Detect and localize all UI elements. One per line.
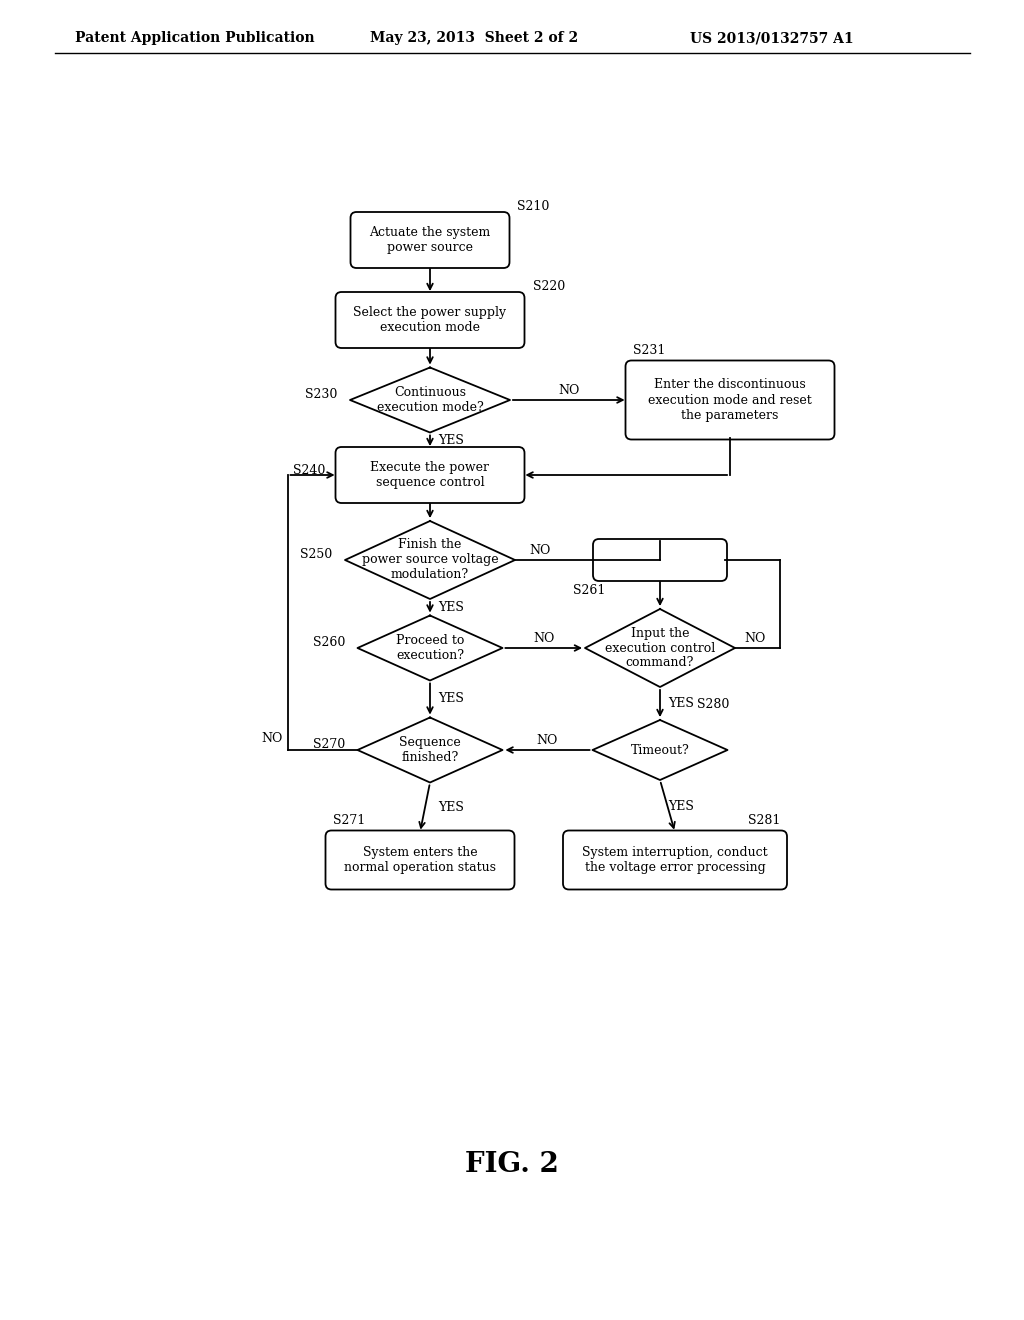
Text: NO: NO: [529, 544, 551, 557]
Text: YES: YES: [668, 800, 694, 813]
Text: YES: YES: [438, 601, 464, 614]
Polygon shape: [350, 367, 510, 433]
Text: S260: S260: [312, 636, 345, 649]
Text: Select the power supply
execution mode: Select the power supply execution mode: [353, 306, 507, 334]
Text: Execute the power
sequence control: Execute the power sequence control: [371, 461, 489, 488]
Text: FIG. 2: FIG. 2: [465, 1151, 559, 1179]
Text: S230: S230: [305, 388, 337, 401]
Text: YES: YES: [438, 693, 464, 705]
Text: S231: S231: [633, 345, 665, 356]
Text: S281: S281: [748, 814, 780, 828]
FancyBboxPatch shape: [326, 830, 514, 890]
Text: System interruption, conduct
the voltage error processing: System interruption, conduct the voltage…: [583, 846, 768, 874]
Text: May 23, 2013  Sheet 2 of 2: May 23, 2013 Sheet 2 of 2: [370, 30, 579, 45]
Text: Timeout?: Timeout?: [631, 743, 689, 756]
Text: US 2013/0132757 A1: US 2013/0132757 A1: [690, 30, 854, 45]
Text: S280: S280: [697, 698, 730, 711]
Text: YES: YES: [668, 697, 694, 710]
Polygon shape: [593, 719, 727, 780]
Polygon shape: [585, 609, 735, 686]
Text: YES: YES: [438, 801, 464, 814]
Text: Sequence
finished?: Sequence finished?: [399, 737, 461, 764]
Text: Patent Application Publication: Patent Application Publication: [75, 30, 314, 45]
Text: System enters the
normal operation status: System enters the normal operation statu…: [344, 846, 496, 874]
Text: S240: S240: [293, 463, 325, 477]
Text: S250: S250: [300, 549, 332, 561]
Polygon shape: [357, 615, 503, 681]
Text: YES: YES: [438, 434, 464, 447]
Text: Input the
execution control
command?: Input the execution control command?: [605, 627, 715, 669]
Text: NO: NO: [558, 384, 580, 396]
Text: S271: S271: [333, 814, 365, 828]
Text: S220: S220: [532, 280, 565, 293]
Text: NO: NO: [261, 731, 283, 744]
Polygon shape: [357, 718, 503, 783]
FancyBboxPatch shape: [626, 360, 835, 440]
Polygon shape: [345, 521, 515, 599]
Text: S261: S261: [573, 585, 605, 598]
FancyBboxPatch shape: [593, 539, 727, 581]
Text: NO: NO: [537, 734, 558, 747]
Text: NO: NO: [534, 631, 554, 644]
Text: Enter the discontinuous
execution mode and reset
the parameters: Enter the discontinuous execution mode a…: [648, 379, 812, 421]
Text: Finish the
power source voltage
modulation?: Finish the power source voltage modulati…: [361, 539, 499, 582]
Text: Proceed to
execution?: Proceed to execution?: [396, 634, 464, 663]
FancyBboxPatch shape: [350, 213, 510, 268]
FancyBboxPatch shape: [336, 447, 524, 503]
Text: Actuate the system
power source: Actuate the system power source: [370, 226, 490, 253]
Text: S270: S270: [312, 738, 345, 751]
Text: S210: S210: [517, 199, 550, 213]
Text: Continuous
execution mode?: Continuous execution mode?: [377, 385, 483, 414]
FancyBboxPatch shape: [336, 292, 524, 348]
FancyBboxPatch shape: [563, 830, 787, 890]
Text: NO: NO: [744, 631, 766, 644]
